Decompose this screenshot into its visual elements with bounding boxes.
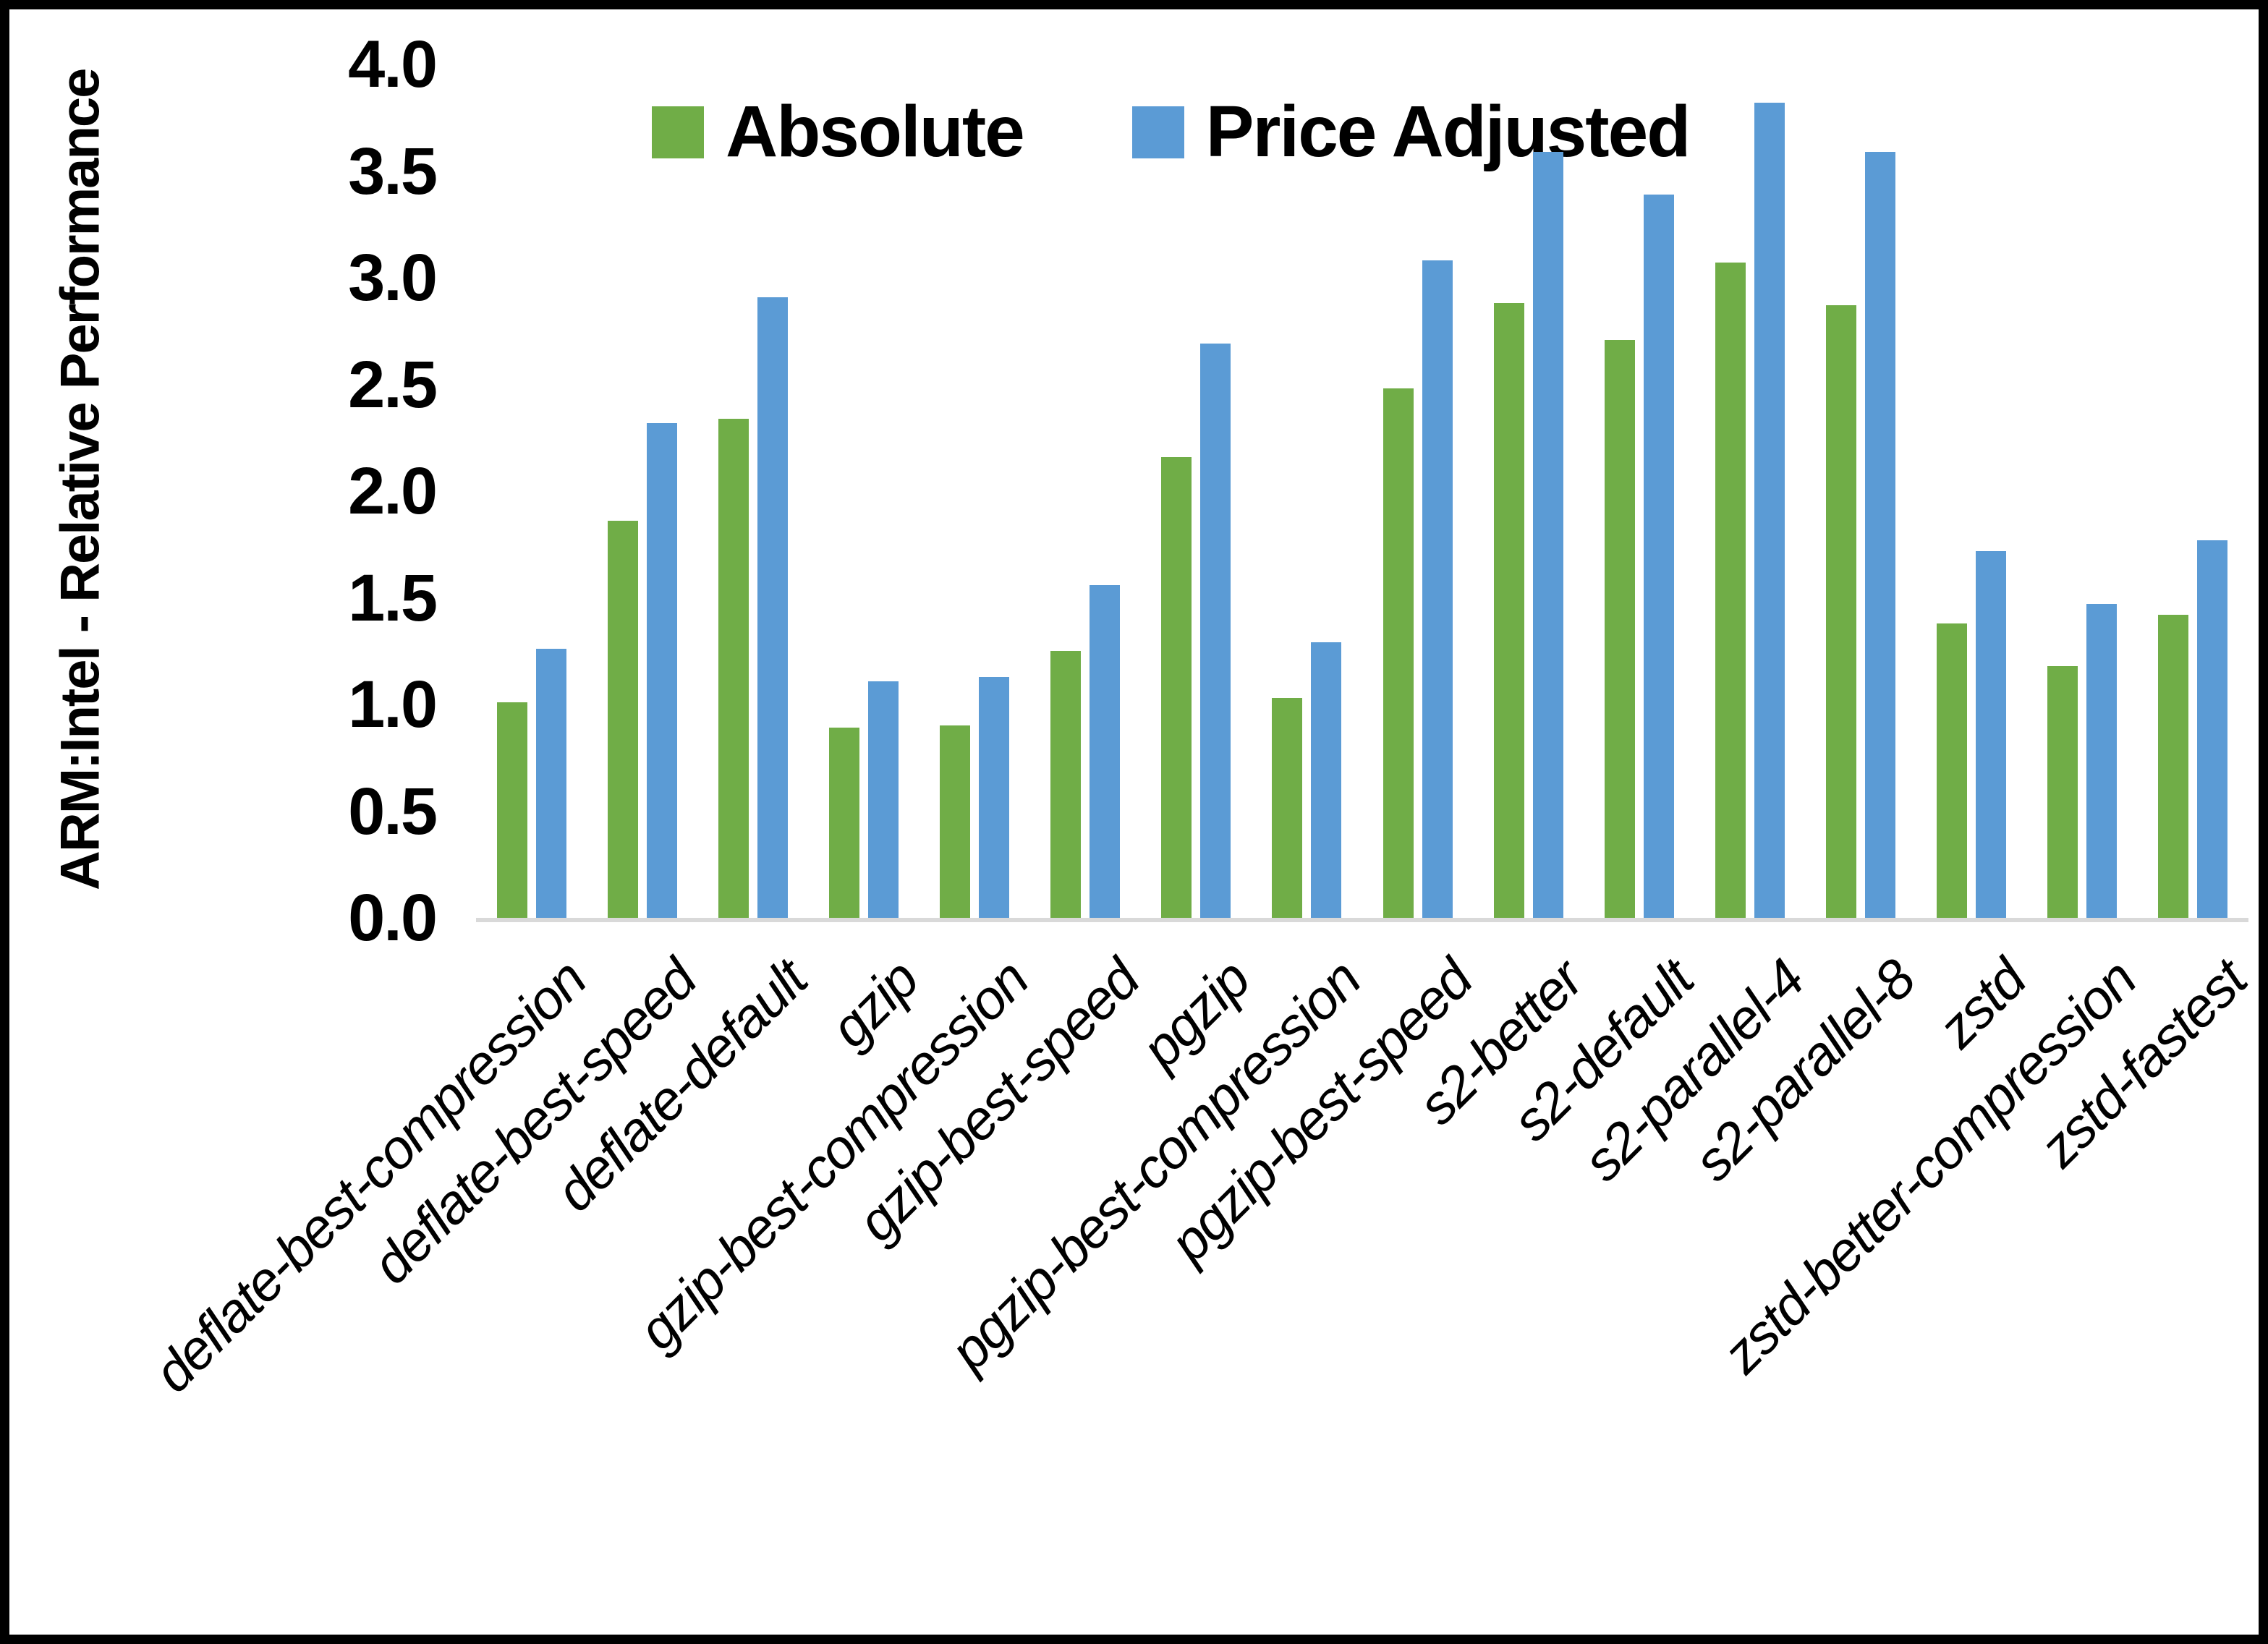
- x-axis-line: [476, 918, 2248, 922]
- y-tick-label: 0.0: [348, 881, 438, 955]
- bar-absolute-zstd: [1937, 623, 1967, 918]
- bar-price-adjusted-gzip-best-compression: [979, 677, 1009, 918]
- legend-label-price-adjusted: Price Adjusted: [1205, 91, 1691, 172]
- bar-price-adjusted-pgzip-best-speed: [1422, 260, 1453, 918]
- bar-price-adjusted-s2-default: [1644, 195, 1674, 918]
- bar-price-adjusted-deflate-default: [757, 297, 788, 918]
- bar-price-adjusted-gzip: [868, 681, 899, 918]
- bar-price-adjusted-zstd: [1976, 551, 2006, 918]
- y-tick-label: 2.5: [348, 347, 438, 422]
- bar-price-adjusted-pgzip-best-compression: [1311, 642, 1341, 918]
- bar-absolute-s2-parallel-8: [1826, 305, 1856, 918]
- bar-absolute-deflate-default: [718, 419, 749, 918]
- bar-absolute-pgzip-best-compression: [1272, 698, 1302, 918]
- bar-absolute-gzip: [829, 728, 859, 918]
- bar-price-adjusted-zstd-better-compression: [2086, 604, 2117, 918]
- x-category-label-deflate-best-compression: deflate-best-compression: [142, 948, 598, 1405]
- bar-price-adjusted-deflate-best-compression: [536, 649, 566, 918]
- y-tick-label: 0.5: [348, 774, 438, 848]
- bar-absolute-gzip-best-compression: [940, 725, 970, 918]
- bar-absolute-s2-better: [1494, 303, 1524, 918]
- y-tick-label: 1.0: [348, 668, 438, 741]
- y-tick-label: 4.0: [348, 27, 438, 101]
- bar-absolute-deflate-best-compression: [497, 702, 527, 918]
- legend-item-absolute: Absolute: [652, 90, 1025, 174]
- y-tick-label: 3.0: [348, 241, 438, 315]
- bar-absolute-s2-parallel-4: [1715, 263, 1746, 918]
- bar-absolute-pgzip: [1161, 457, 1192, 918]
- bar-price-adjusted-s2-better: [1533, 152, 1563, 918]
- legend: Absolute Price Adjusted: [652, 90, 1691, 174]
- bar-price-adjusted-deflate-best-speed: [647, 423, 677, 918]
- bar-absolute-s2-default: [1605, 340, 1635, 918]
- bar-absolute-pgzip-best-speed: [1383, 388, 1414, 918]
- y-axis-title: ARM:Intel - Relative Performance: [49, 69, 111, 890]
- legend-label-absolute: Absolute: [726, 91, 1025, 172]
- legend-swatch-absolute: [652, 106, 704, 158]
- bar-price-adjusted-s2-parallel-4: [1754, 103, 1785, 918]
- bar-absolute-zstd-fastest: [2158, 615, 2188, 918]
- bar-absolute-deflate-best-speed: [608, 521, 638, 918]
- bar-price-adjusted-pgzip: [1200, 344, 1231, 918]
- legend-item-price-adjusted: Price Adjusted: [1131, 90, 1691, 174]
- legend-swatch-price-adjusted: [1131, 106, 1184, 158]
- bar-price-adjusted-gzip-best-speed: [1090, 585, 1120, 918]
- bar-absolute-gzip-best-speed: [1050, 651, 1081, 918]
- bar-price-adjusted-s2-parallel-8: [1865, 152, 1895, 918]
- bar-absolute-zstd-better-compression: [2047, 666, 2078, 918]
- bar-price-adjusted-zstd-fastest: [2197, 540, 2227, 918]
- y-tick-label: 2.0: [348, 454, 438, 528]
- y-tick-label: 1.5: [348, 561, 438, 635]
- y-tick-label: 3.5: [348, 134, 438, 208]
